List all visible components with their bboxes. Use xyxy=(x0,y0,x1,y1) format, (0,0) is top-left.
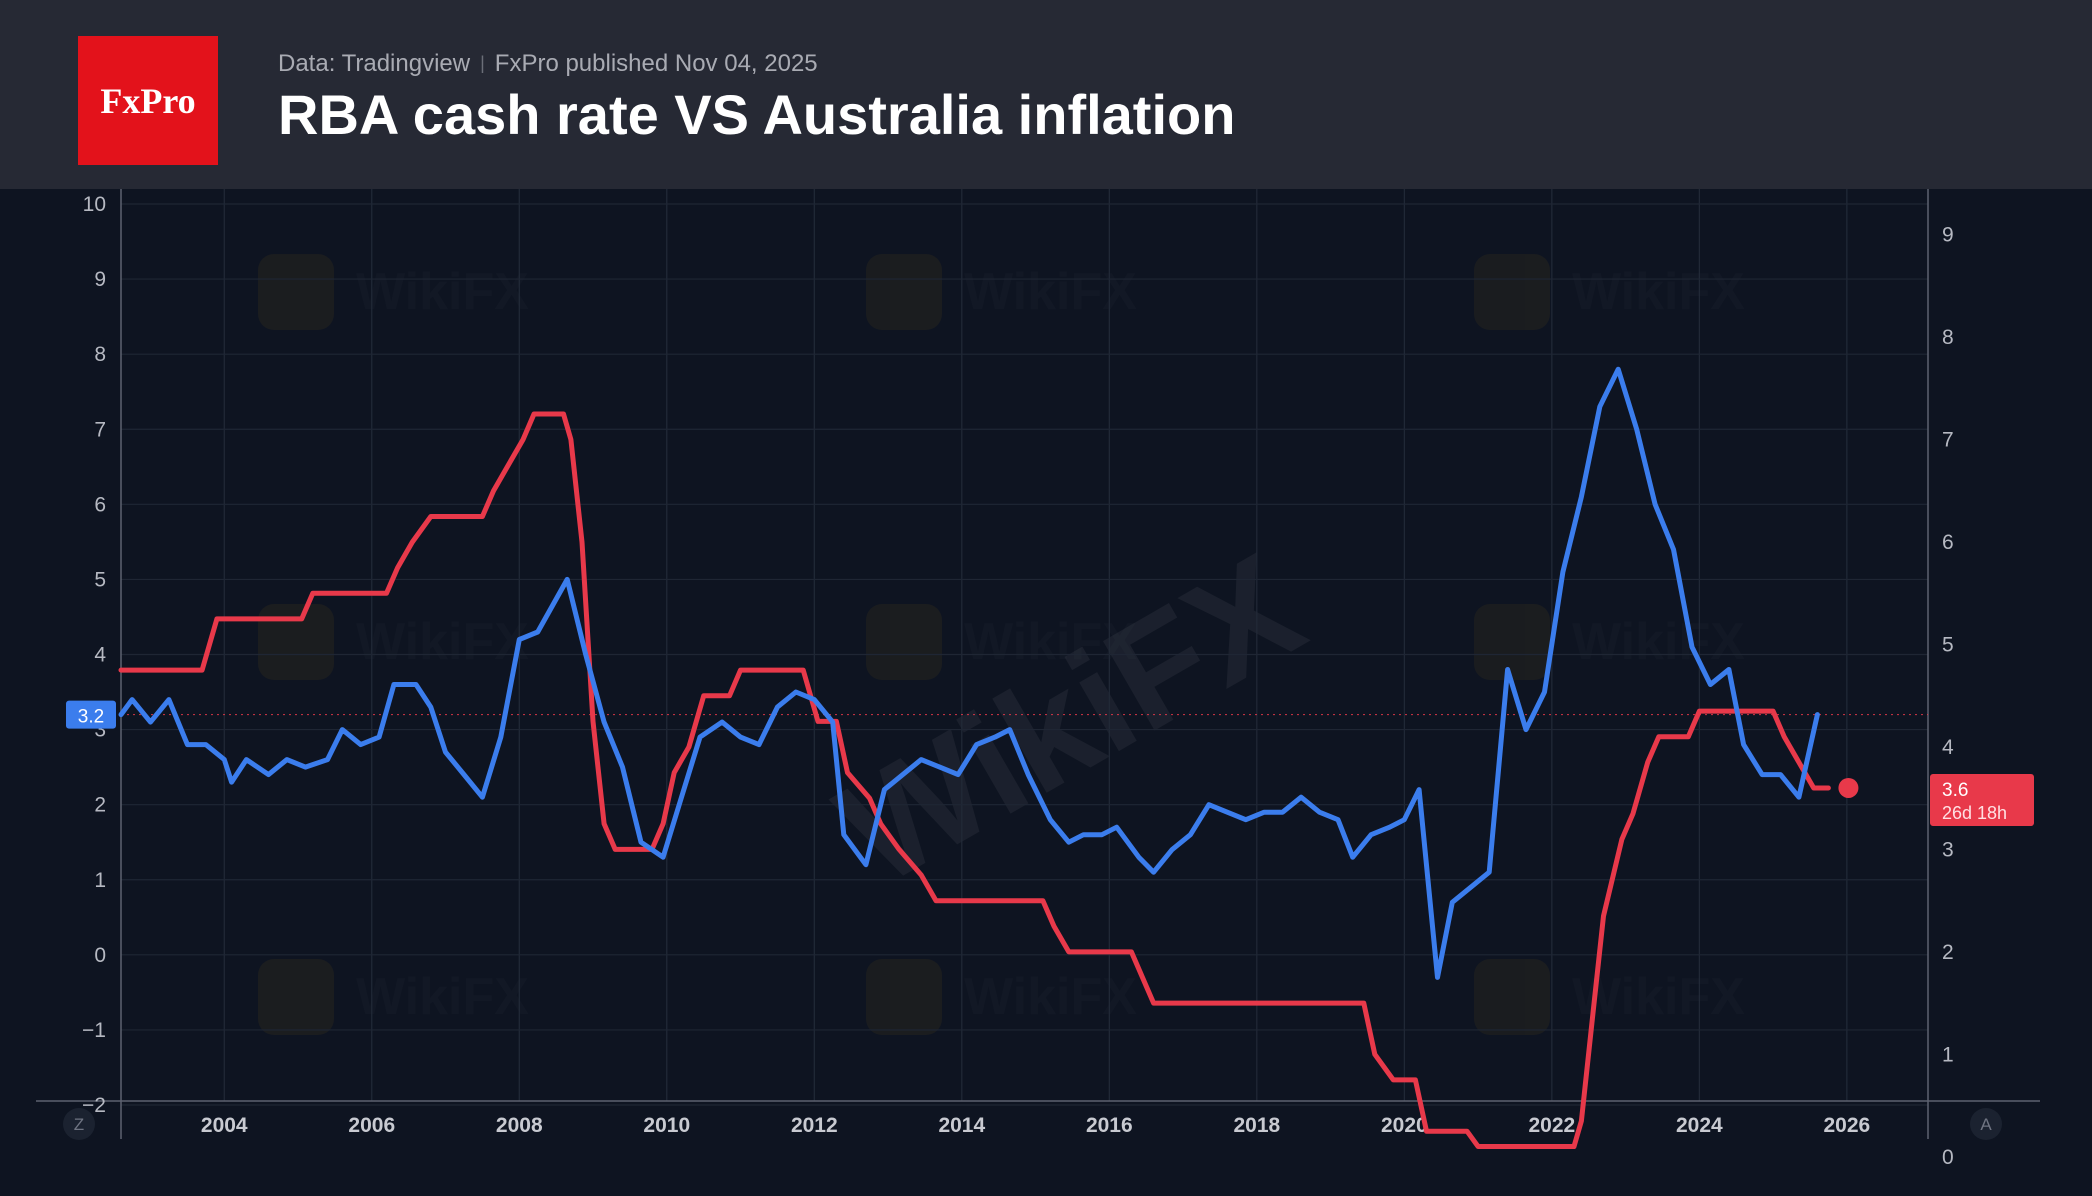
watermark-logo: WikiFX xyxy=(1474,604,1745,680)
x-tick-label: 2018 xyxy=(1233,1114,1280,1137)
watermark-text: WikiFX xyxy=(1572,613,1745,671)
watermark-badge xyxy=(866,254,942,330)
x-tick-label: 2010 xyxy=(643,1114,690,1137)
watermark-logo: WikiFX xyxy=(866,959,1137,1035)
fxpro-logo: FxPro xyxy=(78,36,218,165)
watermark-badge xyxy=(258,604,334,680)
left-tick-label: −1 xyxy=(82,1019,106,1042)
watermark-logo: WikiFX xyxy=(258,959,529,1035)
watermark-badge xyxy=(1474,254,1550,330)
watermark-text: WikiFX xyxy=(356,263,529,321)
watermark-badge xyxy=(258,959,334,1035)
cash-rate-last-point xyxy=(1838,777,1859,798)
right-tick-label: 9 xyxy=(1942,224,1954,247)
cash-rate-value-badge xyxy=(1930,773,2034,826)
grid-lines xyxy=(121,189,1928,1106)
left-tick-label: 8 xyxy=(94,343,106,366)
left-tick-label: 2 xyxy=(94,794,106,817)
x-tick-label: 2012 xyxy=(791,1114,838,1137)
watermark-text: WikiFX xyxy=(356,613,529,671)
data-source: Data: Tradingview xyxy=(278,50,471,77)
x-tick-label: 2014 xyxy=(938,1114,985,1137)
right-tick-label: 8 xyxy=(1942,326,1954,349)
left-tick-label: 3 xyxy=(94,719,106,742)
watermark-logo: WikiFX xyxy=(866,604,1137,680)
watermark-badge xyxy=(1474,604,1550,680)
watermark-badge xyxy=(258,254,334,330)
left-tick-label: 5 xyxy=(94,568,106,591)
watermark-text: WikiFX xyxy=(1572,968,1745,1026)
header-bar: FxPro Data: Tradingview | FxPro published … xyxy=(0,0,2092,189)
chart-area: WikiFX WikiFX WikiFX WikiFX WikiFX WikiFX Wiki… xyxy=(36,189,2040,1169)
watermark-center-text: WikiFX xyxy=(812,522,1328,917)
watermark-logo: WikiFX xyxy=(866,254,1137,330)
left-tick-label: 7 xyxy=(94,418,106,441)
cash-rate-value-label: 3.6 xyxy=(1942,780,1968,801)
x-tick-label: 2004 xyxy=(201,1114,248,1137)
right-tick-label: 7 xyxy=(1942,429,1954,452)
separator: | xyxy=(480,53,485,73)
left-tick-label: 9 xyxy=(94,268,106,291)
inflation-value-label: 3.2 xyxy=(78,707,104,728)
left-tick-label: 6 xyxy=(94,493,106,516)
right-tick-label: 1 xyxy=(1942,1043,1954,1066)
button-label: A xyxy=(1980,1115,1992,1134)
auto-scale-button[interactable]: A xyxy=(1970,1108,2002,1140)
watermark-logo: WikiFX xyxy=(258,254,529,330)
chart-title: RBA cash rate VS Australia inflation xyxy=(278,83,1236,146)
right-tick-label: 3 xyxy=(1942,838,1954,861)
inflation-value-badge xyxy=(66,700,116,729)
left-tick-label: 10 xyxy=(83,193,106,216)
button-circle xyxy=(1970,1108,2002,1140)
series-layer xyxy=(118,366,1928,1149)
x-tick-label: 2026 xyxy=(1824,1114,1871,1137)
x-tick-label: 2016 xyxy=(1086,1114,1133,1137)
watermark-logo: WikiFX xyxy=(258,604,529,680)
watermark-badge xyxy=(1474,959,1550,1035)
cash-rate-countdown-label: 26d 18h xyxy=(1942,803,2007,823)
x-tick-label: 2008 xyxy=(496,1114,543,1137)
published-date: FxPro published Nov 04, 2025 xyxy=(494,50,818,77)
watermark-text: WikiFX xyxy=(964,613,1137,671)
left-tick-label: 1 xyxy=(94,869,106,892)
x-tick-label: 2020 xyxy=(1381,1114,1428,1137)
button-circle xyxy=(63,1108,95,1140)
watermark-layer: WikiFX WikiFX WikiFX WikiFX WikiFX WikiFX Wiki… xyxy=(258,254,1745,1035)
right-tick-label: 0 xyxy=(1942,1146,1954,1169)
data-source-line: Data: Tradingview | FxPro published Nov 04… xyxy=(278,50,818,78)
watermark-text: WikiFX xyxy=(964,263,1137,321)
right-tick-label: 6 xyxy=(1942,531,1954,554)
x-tick-label: 2006 xyxy=(348,1114,395,1137)
watermark-text: WikiFX xyxy=(356,968,529,1026)
watermark-logo: WikiFX xyxy=(1474,959,1745,1035)
left-tick-label: 4 xyxy=(94,644,106,667)
watermark-badge xyxy=(866,604,942,680)
right-tick-label: 5 xyxy=(1942,634,1954,657)
x-tick-label: 2022 xyxy=(1528,1114,1575,1137)
inflation-line xyxy=(118,366,1820,980)
watermark-text: WikiFX xyxy=(1572,263,1745,321)
zoom-reset-button[interactable]: Z xyxy=(63,1108,95,1140)
right-tick-label: 2 xyxy=(1942,941,1954,964)
watermark-text: WikiFX xyxy=(964,968,1137,1026)
watermark-logo: WikiFX xyxy=(1474,254,1745,330)
x-tick-label: 2024 xyxy=(1676,1114,1723,1137)
left-tick-label: 0 xyxy=(94,944,106,967)
button-label: Z xyxy=(74,1115,84,1134)
right-tick-label: 4 xyxy=(1942,736,1954,759)
cash-rate-line xyxy=(118,411,1831,1149)
watermark-badge xyxy=(866,959,942,1035)
